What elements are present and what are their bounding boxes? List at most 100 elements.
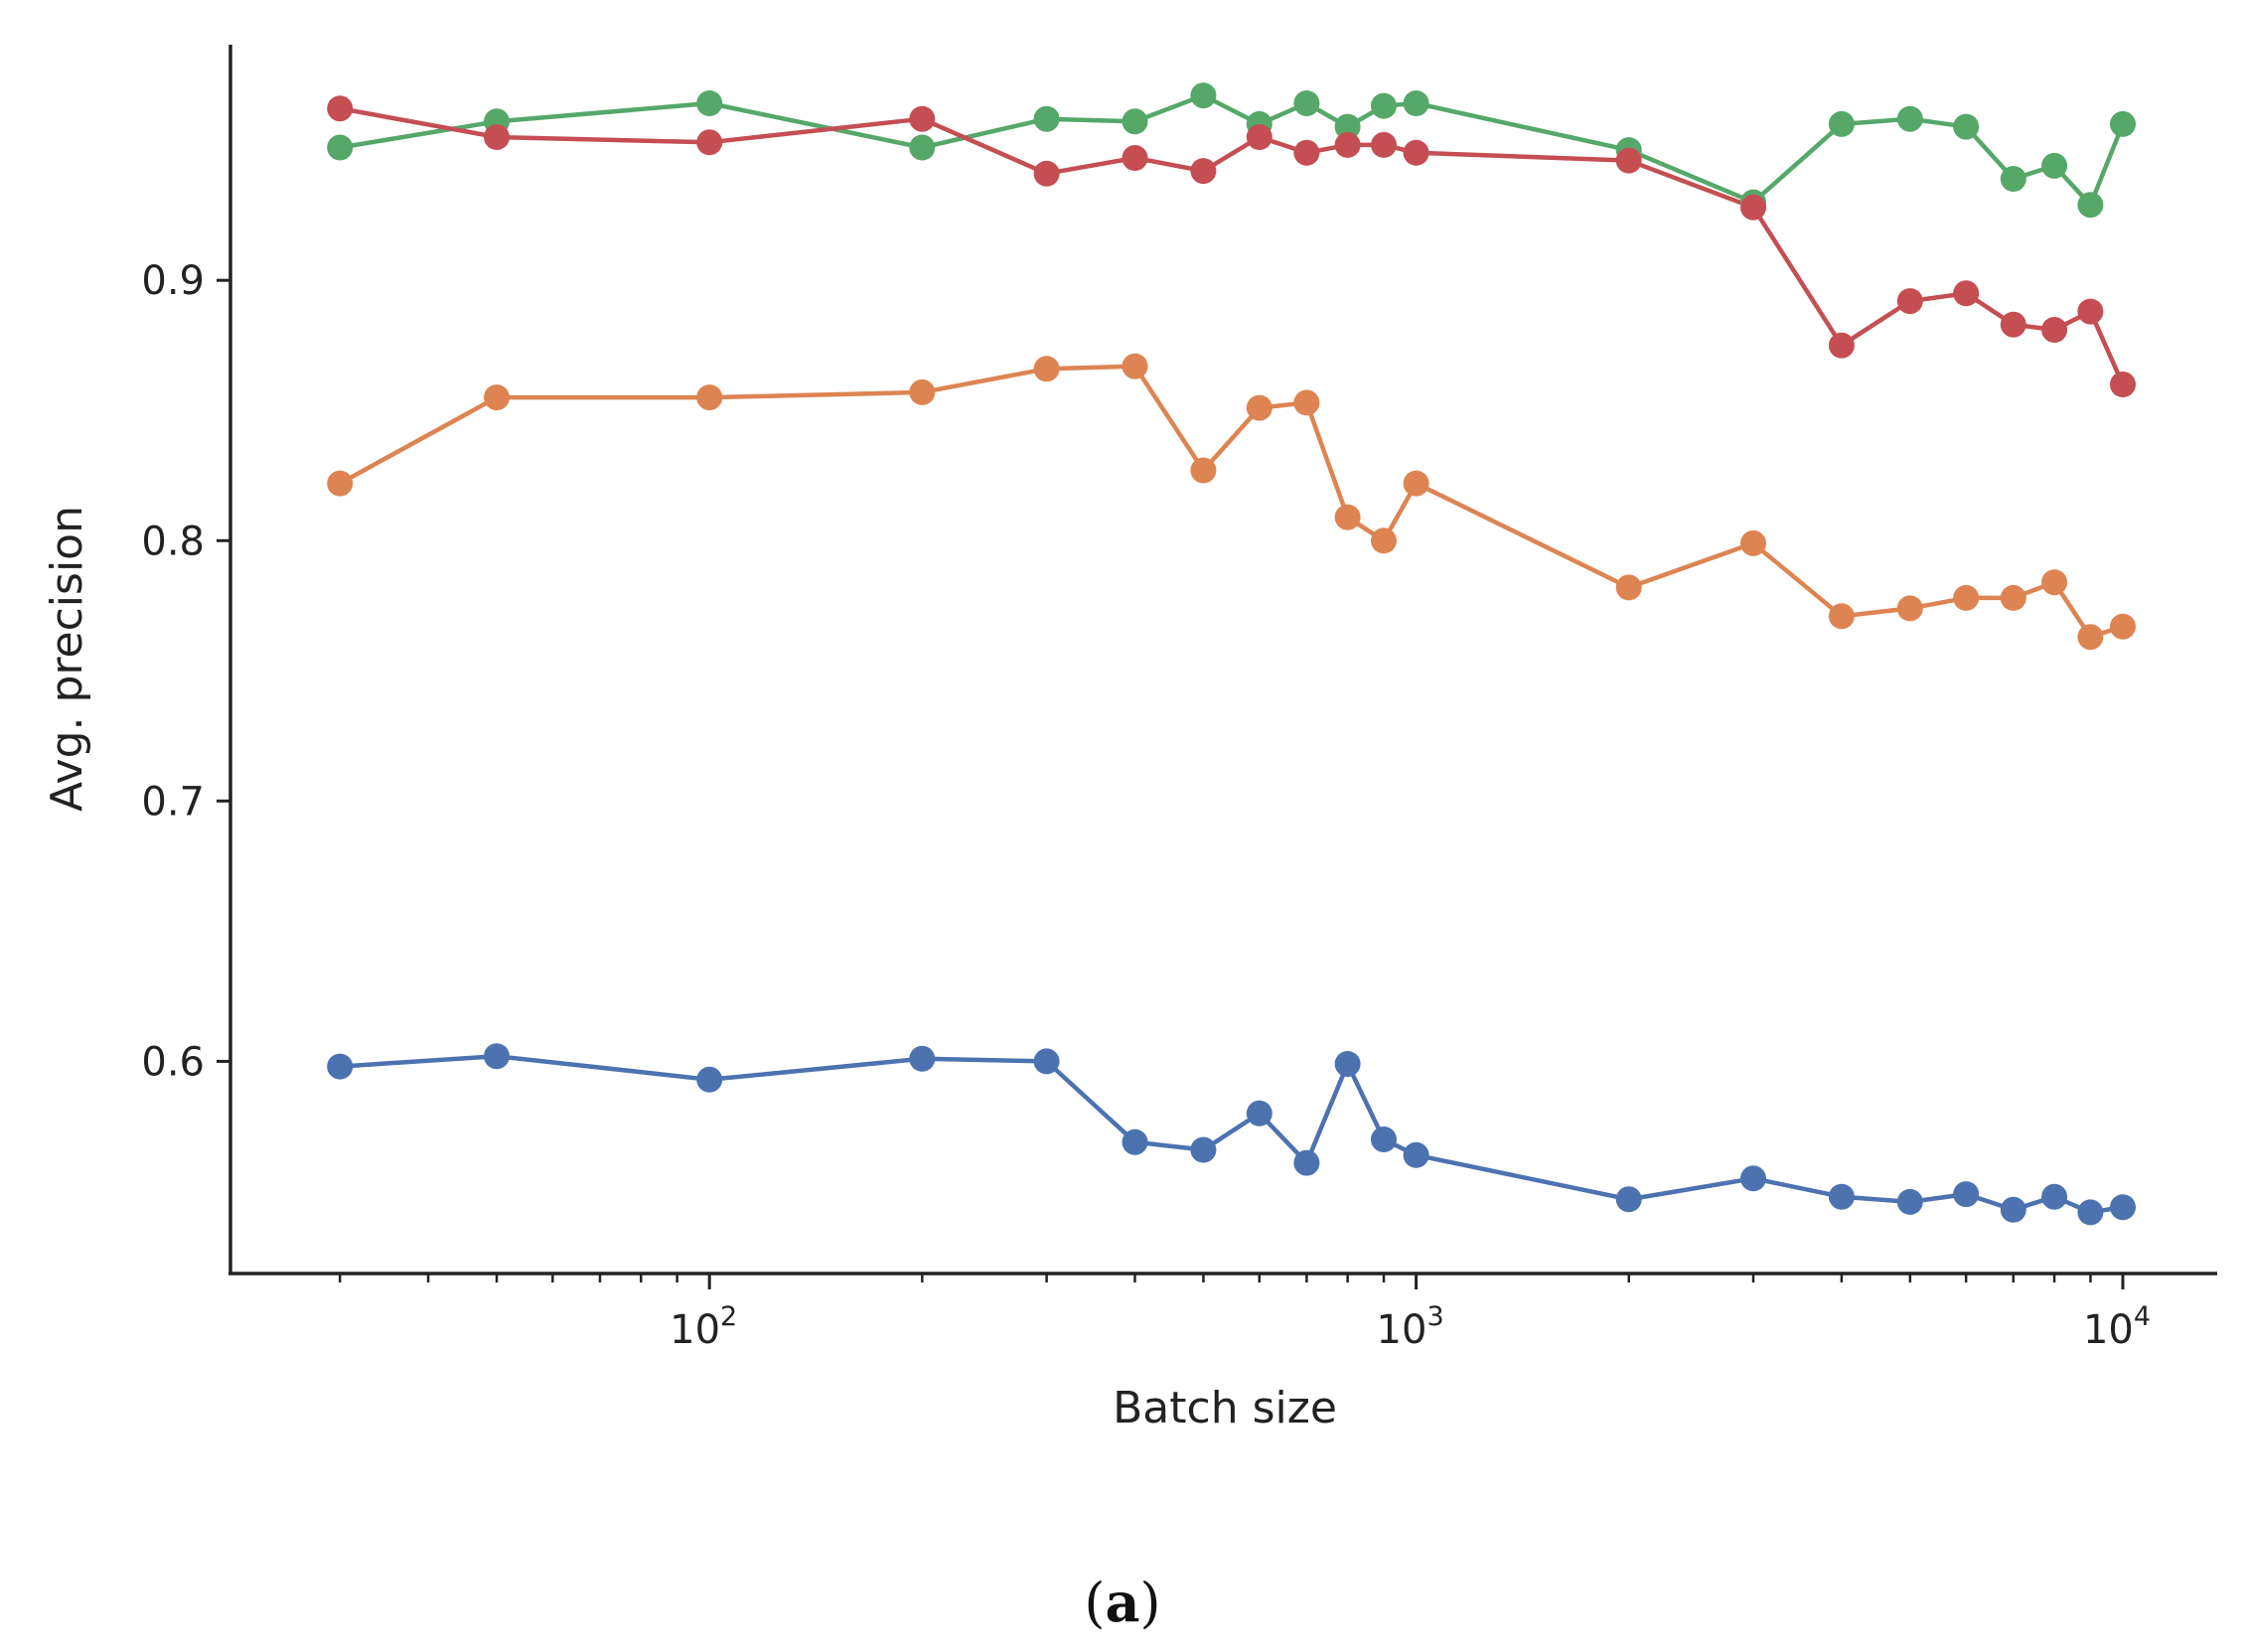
caption-close: )	[1140, 1572, 1161, 1634]
data-point-red	[1828, 332, 1855, 359]
data-point-red	[1033, 160, 1060, 187]
x-tick-base: 10	[2083, 1307, 2134, 1353]
data-point-blue	[1334, 1051, 1361, 1077]
data-point-green	[2000, 166, 2026, 192]
x-tick-label: 103	[1377, 1301, 1444, 1353]
data-point-orange	[1246, 394, 1272, 421]
y-tick-label: 0.6	[141, 1039, 205, 1085]
data-point-blue	[1371, 1126, 1397, 1152]
data-point-green	[1828, 110, 1855, 137]
data-point-blue	[1190, 1136, 1217, 1163]
data-point-orange	[1403, 470, 1429, 497]
data-point-green	[909, 134, 936, 161]
data-point-red	[696, 129, 723, 156]
y-tick-label: 0.8	[141, 519, 205, 564]
series-line-orange	[339, 364, 2124, 640]
data-point-green	[327, 134, 354, 161]
data-point-blue	[327, 1053, 354, 1080]
data-point-orange	[1740, 529, 1766, 556]
data-point-red	[1740, 194, 1766, 221]
x-tick-base: 10	[670, 1307, 720, 1353]
data-point-blue	[2041, 1183, 2068, 1210]
data-point-green	[1371, 92, 1397, 119]
data-point-orange	[2041, 569, 2068, 596]
data-point-blue	[1953, 1181, 1980, 1208]
data-point-green	[2077, 192, 2104, 219]
data-point-green	[1953, 113, 1980, 140]
data-point-orange	[1293, 389, 1320, 416]
x-axis-label: Batch size	[1113, 1383, 1337, 1433]
data-point-red	[1896, 288, 1923, 315]
data-point-blue	[2110, 1194, 2136, 1221]
x-tick-base: 10	[1377, 1307, 1427, 1353]
data-point-red	[2000, 311, 2026, 338]
data-point-red	[1953, 280, 1980, 307]
caption-open: (	[1084, 1572, 1105, 1634]
data-point-orange	[2110, 613, 2136, 640]
data-point-red	[1246, 124, 1272, 150]
data-point-green	[2110, 110, 2136, 137]
data-point-orange	[484, 384, 510, 411]
y-tick-label: 0.9	[141, 258, 205, 304]
x-axis-ticks: 102 103 104	[670, 1274, 2151, 1353]
data-point-blue	[1122, 1128, 1148, 1155]
data-point-blue	[1033, 1048, 1060, 1075]
data-point-blue	[1246, 1100, 1272, 1126]
data-point-blue	[1896, 1188, 1923, 1215]
y-axis-ticks: 0.6 0.7 0.8 0.9	[141, 258, 230, 1085]
x-tick-label: 102	[670, 1301, 737, 1353]
series-layer	[327, 82, 2136, 1226]
data-point-blue	[1828, 1183, 1855, 1210]
data-point-green	[1033, 105, 1060, 132]
data-point-red	[909, 105, 936, 132]
data-point-green	[1190, 82, 1217, 109]
data-point-orange	[1190, 457, 1217, 484]
data-point-red	[1334, 131, 1361, 158]
data-point-red	[1403, 139, 1429, 166]
data-point-orange	[1828, 603, 1855, 630]
data-point-green	[1122, 108, 1148, 135]
data-point-orange	[696, 384, 723, 411]
data-point-red	[2110, 372, 2136, 397]
data-point-red	[1293, 139, 1320, 166]
data-point-blue	[2077, 1199, 2104, 1226]
data-point-blue	[1740, 1165, 1766, 1192]
data-point-orange	[1371, 527, 1397, 554]
x-tick-exponent: 2	[720, 1301, 737, 1332]
y-tick-label: 0.7	[141, 779, 205, 825]
data-point-orange	[1334, 504, 1361, 530]
data-point-green	[1293, 90, 1320, 116]
caption-letter: a	[1106, 1571, 1140, 1634]
data-point-blue	[1293, 1149, 1320, 1176]
data-point-green	[1896, 105, 1923, 132]
data-point-red	[327, 95, 354, 122]
data-point-orange	[1896, 595, 1923, 622]
data-point-green	[2041, 152, 2068, 179]
data-point-orange	[2000, 584, 2026, 611]
data-point-orange	[1122, 353, 1148, 379]
y-axis-label: Avg. precision	[42, 506, 92, 812]
data-point-red	[1122, 145, 1148, 171]
data-point-blue	[1615, 1186, 1642, 1213]
data-point-blue	[696, 1066, 723, 1093]
data-point-orange	[1615, 574, 1642, 601]
data-point-orange	[327, 470, 354, 497]
data-point-orange	[1033, 356, 1060, 382]
series-line-blue	[340, 1053, 2124, 1215]
x-tick-exponent: 4	[2134, 1301, 2151, 1332]
data-point-red	[1371, 131, 1397, 158]
series-line-red	[339, 105, 2126, 385]
data-point-red	[484, 124, 510, 150]
data-point-red	[2077, 298, 2104, 325]
data-point-green	[696, 90, 723, 116]
data-point-red	[2041, 317, 2068, 343]
data-point-blue	[484, 1043, 510, 1070]
x-tick-label: 104	[2083, 1301, 2151, 1353]
data-point-blue	[909, 1045, 936, 1072]
data-point-red	[1190, 158, 1217, 185]
data-point-blue	[1403, 1141, 1429, 1168]
data-point-orange	[909, 378, 936, 405]
data-point-blue	[2000, 1196, 2026, 1223]
series-line-green	[339, 92, 2126, 208]
